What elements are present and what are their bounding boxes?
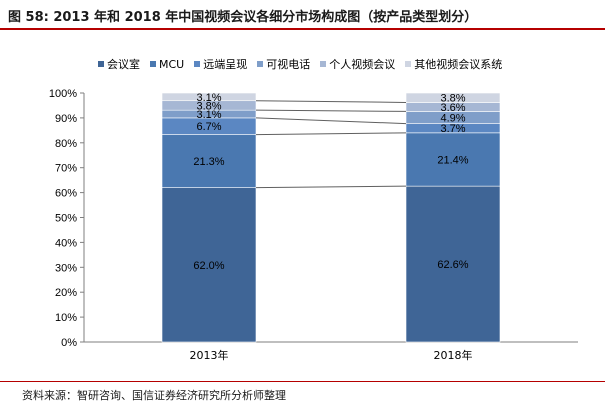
series-line — [255, 185, 407, 189]
legend-label: 会议室 — [107, 58, 140, 71]
figure-title: 图 58: 2013 年和 2018 年中国视频会议各细分市场构成图（按产品类型… — [8, 10, 478, 25]
y-tick-label: 90% — [55, 113, 77, 125]
y-tick-label: 30% — [55, 262, 77, 274]
bar-segment — [405, 92, 501, 103]
legend-item: 其他视频会议系统 — [405, 56, 502, 72]
data-label: 21.3% — [193, 156, 224, 168]
source-note: 资料来源：智研咨询、国信证券经济研究所分析师整理 — [22, 389, 286, 402]
legend-label: 远端呈现 — [203, 58, 248, 71]
source-rule — [0, 381, 605, 382]
y-tick-label: 60% — [55, 188, 77, 200]
series-line — [255, 132, 407, 136]
legend-item: 个人视频会议 — [320, 56, 395, 72]
legend-item: MCU — [150, 56, 184, 72]
y-tick-label: 70% — [55, 163, 77, 175]
bar-segment — [405, 185, 501, 343]
data-label: 3.8% — [440, 93, 465, 105]
legend-label: 可视电话 — [266, 58, 311, 71]
y-tick-label: 80% — [55, 138, 77, 150]
legend-swatch — [405, 61, 412, 67]
y-tick-label: 0% — [61, 337, 77, 349]
data-label: 3.1% — [196, 92, 221, 104]
series-line — [255, 117, 407, 125]
series-line — [255, 100, 407, 103]
data-label: 62.6% — [437, 259, 468, 271]
legend-item: 可视电话 — [257, 56, 310, 72]
data-label: 3.7% — [440, 123, 465, 135]
series-line — [255, 109, 407, 112]
data-label: 62.0% — [193, 260, 224, 272]
legend-label: MCU — [159, 57, 185, 71]
y-tick-label: 20% — [55, 287, 77, 299]
title-rule — [0, 28, 605, 30]
x-tick-label: 2013年 — [190, 348, 229, 362]
data-label: 3.6% — [440, 102, 465, 114]
bar-segment — [161, 134, 257, 188]
legend-label: 其他视频会议系统 — [414, 58, 503, 71]
data-label: 3.8% — [196, 100, 221, 112]
y-tick-label: 100% — [49, 88, 77, 100]
bar-segment — [161, 187, 257, 343]
data-label: 4.9% — [440, 113, 465, 125]
x-tick-label: 2018年 — [434, 348, 473, 362]
legend-swatch — [320, 61, 327, 67]
y-tick-label: 40% — [55, 237, 77, 249]
legend-swatch — [98, 61, 104, 67]
legend-item: 远端呈现 — [194, 56, 247, 72]
y-tick-label: 50% — [55, 213, 77, 225]
y-tick-label: 10% — [55, 312, 77, 324]
legend-label: 个人视频会议 — [329, 58, 396, 71]
chart-legend: 会议室 MCU 远端呈现 可视电话 个人视频会议 其他视频会议系统 — [98, 56, 502, 72]
data-label: 3.1% — [196, 109, 221, 121]
legend-item: 会议室 — [98, 56, 140, 72]
bar-segment — [161, 92, 257, 102]
legend-swatch — [194, 61, 201, 67]
data-label: 6.7% — [196, 121, 221, 133]
legend-swatch — [150, 61, 156, 67]
data-label: 21.4% — [437, 154, 468, 166]
bar-segment — [405, 132, 501, 187]
legend-swatch — [257, 61, 264, 67]
